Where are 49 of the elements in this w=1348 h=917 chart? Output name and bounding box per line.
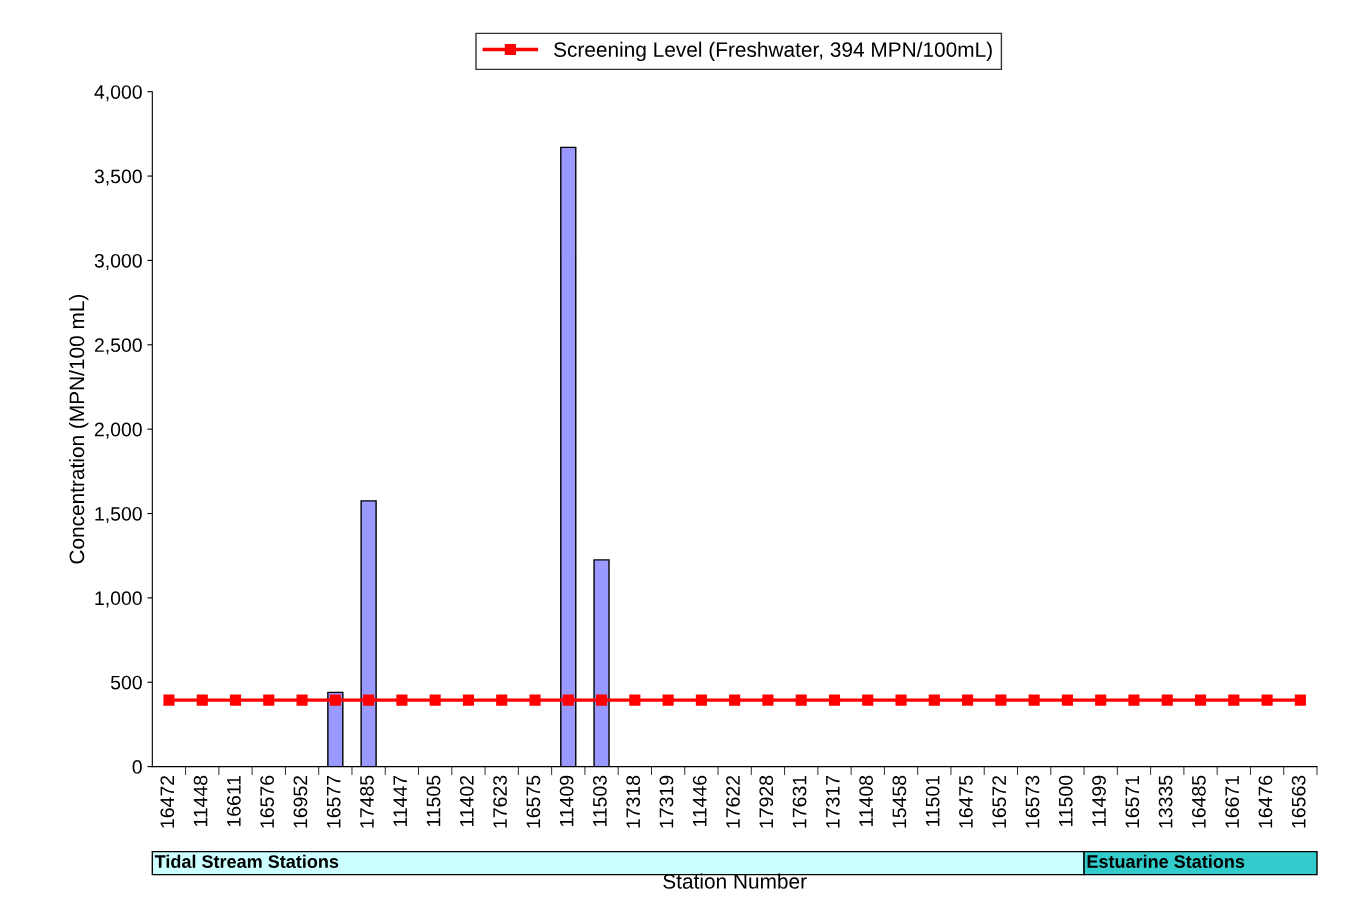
x-tick-label: 16476 (1258, 775, 1273, 828)
y-axis-title: Concentration (MPN/100 mL) (68, 294, 89, 564)
x-tick-label: 17928 (759, 775, 774, 828)
x-tick-label: 16671 (1225, 775, 1240, 828)
x-tick-label: 17622 (726, 775, 740, 828)
x-tick-label: 17485 (360, 775, 374, 828)
y-tick-label: 500 (110, 675, 142, 690)
x-tick-label: 11448 (193, 775, 208, 827)
x-tick-label: 11501 (925, 775, 940, 827)
x-tick-label: 11499 (1092, 775, 1106, 827)
legend-label: Screening Level (Freshwater, 394 MPN/100mL) (554, 41, 992, 62)
y-tick-label: 1,000 (95, 591, 142, 608)
x-tick-label: 16485 (1191, 775, 1206, 828)
x-tick-label: 11500 (1058, 775, 1073, 827)
text: Estuarine Stations (1087, 854, 1245, 868)
x-tick-label: 11402 (459, 775, 474, 827)
y-tick-label: 4,000 (94, 85, 142, 102)
text: Tidal Stream Stations (154, 854, 339, 868)
x-tick-label: 11408 (859, 775, 873, 827)
x-tick-label: 17318 (626, 775, 641, 828)
y-tick-label: 3,500 (94, 169, 142, 186)
x-tick-label: 16611 (226, 775, 241, 827)
x-tick-label: 11446 (692, 775, 707, 827)
x-tick-label: 16577 (326, 775, 341, 828)
y-tick-label: 0 (132, 760, 142, 774)
x-tick-label: 13335 (1158, 775, 1173, 828)
x-tick-label: 16571 (1125, 775, 1140, 828)
x-tick-label: 15458 (892, 775, 907, 828)
x-axis-title: Station Number (663, 873, 807, 889)
x-tick-label: 17317 (825, 775, 840, 828)
x-tick-label: 16952 (293, 775, 308, 828)
x-tick-label: 16576 (260, 775, 275, 828)
x-tick-label: 16575 (526, 775, 541, 828)
x-tick-label: 11503 (593, 775, 607, 827)
x-tick-label: 16573 (1025, 775, 1040, 828)
x-tick-label: 17319 (659, 775, 674, 828)
x-tick-label: 11505 (426, 775, 441, 827)
x-tick-label: 11447 (393, 775, 407, 827)
x-tick-label: 16472 (160, 775, 175, 828)
x-tick-label: 11409 (559, 775, 574, 827)
y-tick-label: 2,500 (94, 338, 142, 355)
y-tick-label: 1,500 (95, 506, 142, 524)
y-tick-label: 2,000 (94, 422, 142, 439)
y-tick-label: 3,000 (94, 253, 142, 270)
x-tick-label: 16475 (959, 775, 973, 828)
x-tick-label: 16563 (1291, 775, 1306, 828)
x-tick-label: 16572 (992, 775, 1007, 828)
x-tick-label: 17623 (493, 775, 507, 828)
x-tick-label: 17631 (792, 775, 807, 828)
